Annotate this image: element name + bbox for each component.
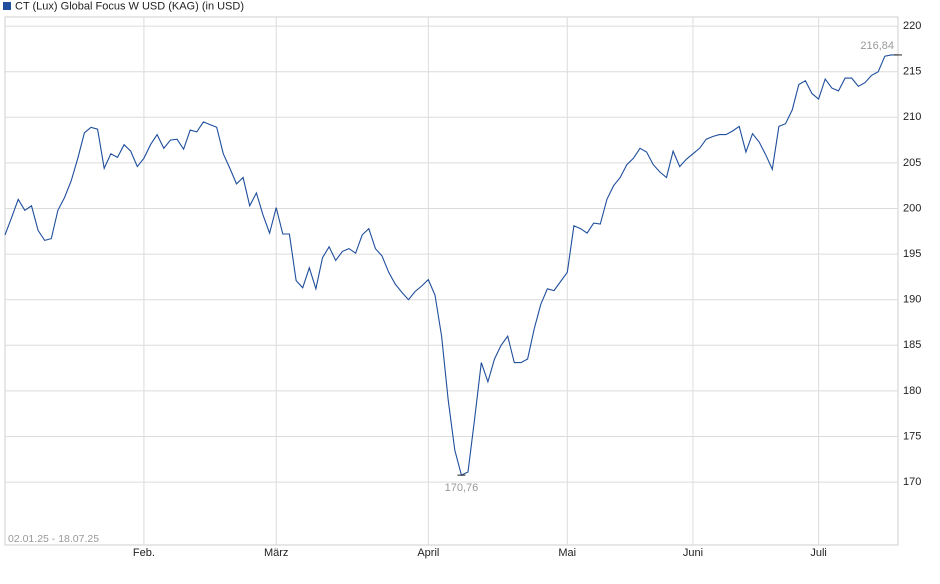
x-tick-label: Mai (558, 547, 576, 559)
x-tick-label: Juni (683, 547, 703, 559)
y-tick-label: 180 (903, 385, 921, 397)
y-tick-label: 175 (903, 430, 921, 442)
annotation-label: 170,76 (445, 482, 479, 494)
legend-label: CT (Lux) Global Focus W USD (KAG) (in US… (15, 0, 244, 12)
x-tick-label: Juli (810, 547, 827, 559)
plot-frame (4, 16, 899, 546)
y-tick-label: 215 (903, 66, 921, 78)
y-tick-label: 220 (903, 20, 921, 32)
x-tick-label: Feb. (133, 547, 155, 559)
y-tick-label: 190 (903, 294, 921, 306)
x-tick-label: März (264, 547, 288, 559)
x-tick-label: April (417, 547, 439, 559)
legend-swatch (3, 2, 11, 10)
y-tick-label: 205 (903, 157, 921, 169)
y-tick-label: 210 (903, 111, 921, 123)
annotation-label: 216,84 (860, 40, 894, 52)
price-line (4, 54, 898, 476)
date-range: 02.01.25 - 18.07.25 (8, 533, 99, 545)
y-tick-label: 200 (903, 202, 921, 214)
y-tick-label: 195 (903, 248, 921, 260)
y-tick-label: 170 (903, 476, 921, 488)
y-tick-label: 185 (903, 339, 921, 351)
